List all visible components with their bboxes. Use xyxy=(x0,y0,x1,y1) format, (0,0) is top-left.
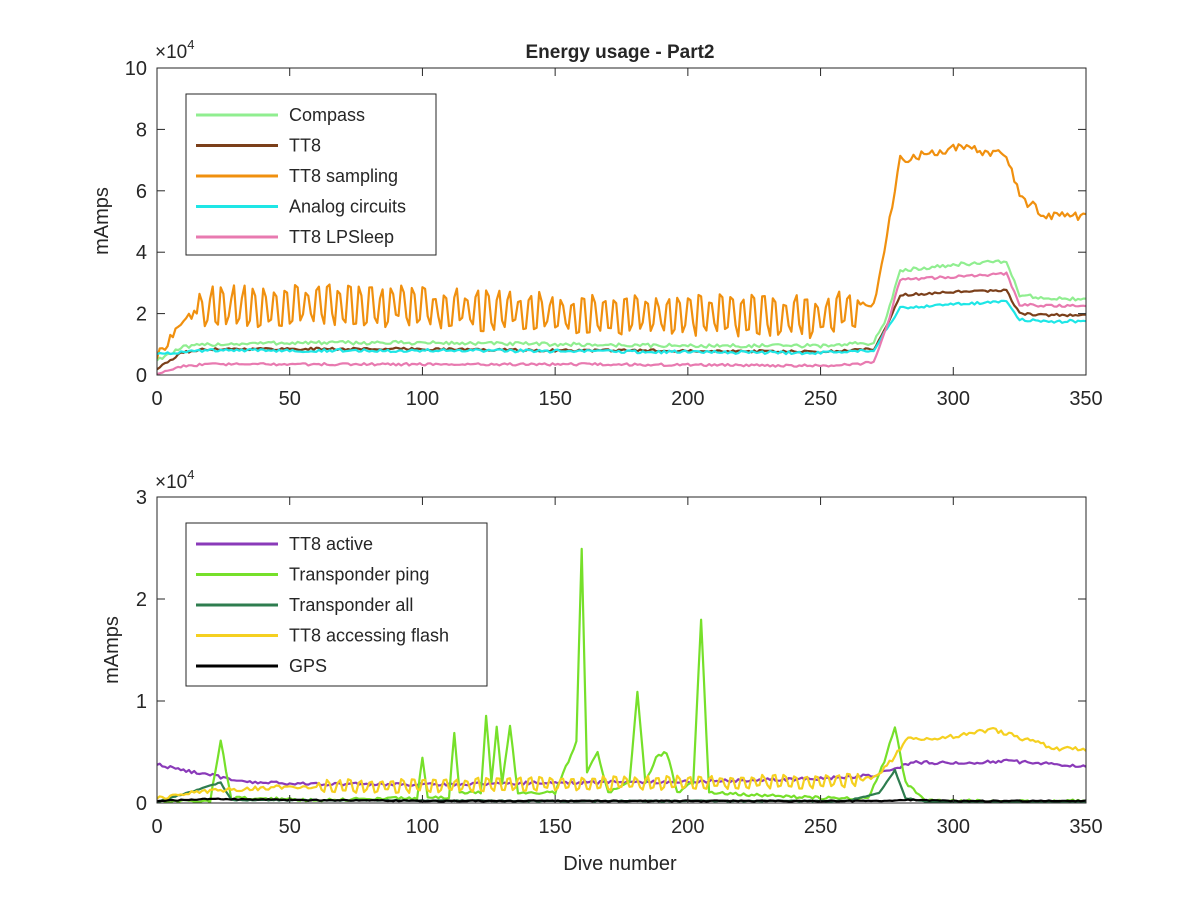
x-tick-label: 200 xyxy=(671,816,704,838)
x-tick-label: 350 xyxy=(1069,388,1102,410)
legend: TT8 active Transponder ping Transponder al… xyxy=(185,522,488,687)
series-line-tt8-accessing-flash xyxy=(157,727,1086,800)
series-line-tt8-sampling xyxy=(157,143,1086,359)
series-line-gps xyxy=(157,797,1086,803)
x-tick-label: 300 xyxy=(937,816,970,838)
chart-bottom-ylabel: mAmps xyxy=(101,616,123,684)
legend-label: TT8 xyxy=(289,136,321,156)
legend-label: Transponder all xyxy=(289,595,413,615)
y-tick-label: 4 xyxy=(136,242,147,264)
y-tick-label: 3 xyxy=(136,487,147,509)
x-tick-label: 350 xyxy=(1069,816,1102,838)
chart-top-title: Energy usage - Part2 xyxy=(525,42,714,63)
chart-top-exponent: ×104 xyxy=(155,37,194,63)
series-lines xyxy=(157,547,1086,803)
x-tick-label: 0 xyxy=(151,816,162,838)
y-tick-label: 0 xyxy=(136,793,147,815)
chart-bottom-xlabel: Dive number xyxy=(563,853,677,875)
x-tick-label: 50 xyxy=(279,388,301,410)
x-tick-label: 50 xyxy=(279,816,301,838)
chart-top-ylabel: mAmps xyxy=(91,187,113,255)
plot-frame xyxy=(156,67,1087,376)
x-tick-label: 150 xyxy=(538,388,571,410)
series-line-tt8 xyxy=(157,288,1086,371)
legend-label: Analog circuits xyxy=(289,197,406,217)
chart-bottom: ×104 mAmps Dive number 0 50 100 150 200 250 30… xyxy=(101,467,1103,875)
legend-label: Transponder ping xyxy=(289,565,429,585)
legend-label: TT8 active xyxy=(289,534,373,554)
y-tick-label: 10 xyxy=(125,58,147,80)
x-tick-label: 300 xyxy=(937,388,970,410)
y-tick-label: 1 xyxy=(136,691,147,713)
y-tick-label: 0 xyxy=(136,365,147,387)
series-lines xyxy=(157,143,1086,375)
legend-label: TT8 accessing flash xyxy=(289,626,449,646)
legend-label: Compass xyxy=(289,105,365,125)
chart-bottom-plot-area: 0 50 100 150 200 250 300 350 0 1 2 3 TT8 active Trans… xyxy=(136,487,1103,838)
plot-frame xyxy=(156,496,1087,804)
legend-label: TT8 sampling xyxy=(289,166,398,186)
x-tick-label: 150 xyxy=(538,816,571,838)
series-line-analog-circuits xyxy=(157,299,1086,356)
legend: Compass TT8 TT8 sampling Analog circuits TT8… xyxy=(185,93,437,256)
series-line-tt8-active xyxy=(157,758,1086,787)
y-tick-label: 6 xyxy=(136,181,147,203)
chart-top-plot-area: 0 50 100 150 200 250 300 350 0 2 4 6 8 10 Compass TT8 TT… xyxy=(125,58,1103,410)
x-tick-label: 0 xyxy=(151,388,162,410)
x-tick-label: 100 xyxy=(406,388,439,410)
series-line-compass xyxy=(157,259,1086,362)
series-line-tt8-lpsleep xyxy=(157,271,1086,375)
x-tick-label: 200 xyxy=(671,388,704,410)
x-tick-label: 250 xyxy=(804,388,837,410)
chart-top: Energy usage - Part2 ×104 mAmps 0 50 100 15… xyxy=(91,37,1103,410)
x-tick-label: 250 xyxy=(804,816,837,838)
legend-label: TT8 LPSleep xyxy=(289,227,394,247)
chart-bottom-exponent: ×104 xyxy=(155,467,194,493)
y-tick-label: 2 xyxy=(136,304,147,326)
y-tick-label: 2 xyxy=(136,589,147,611)
x-tick-label: 100 xyxy=(406,816,439,838)
y-tick-label: 8 xyxy=(136,119,147,141)
legend-label: GPS xyxy=(289,656,327,676)
